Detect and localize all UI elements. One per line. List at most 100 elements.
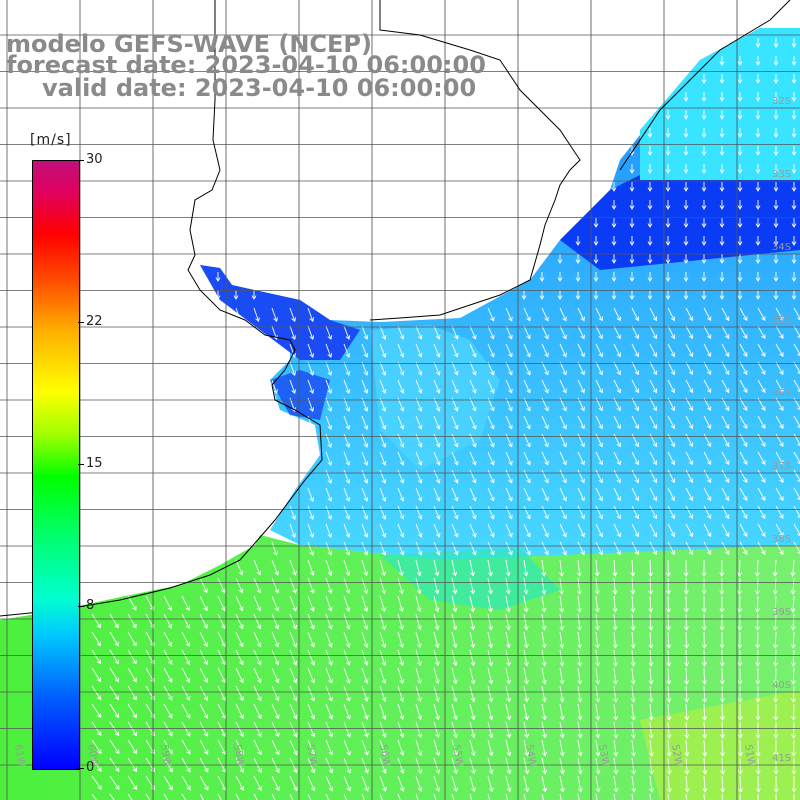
wind-arrow-head [541,625,547,631]
wind-arrow [325,703,333,720]
wind-arrow [109,703,119,718]
wind-arrow-head [737,572,742,577]
wind-arrow-head [435,733,440,739]
wind-arrow-head [595,715,601,721]
wind-arrow-head [737,97,743,102]
wind-arrow-head [559,661,565,667]
wind-arrow-head [399,334,405,340]
wind-arrow [577,415,585,429]
wind-arrow-head [706,442,712,448]
wind-arrow-head [327,571,333,576]
wind-arrow-head [652,532,658,538]
wind-arrow-head [613,751,619,757]
wind-arrow [505,523,513,537]
wind-arrow [505,433,513,447]
wind-arrow [739,505,748,519]
wind-arrow [577,793,580,800]
wind-arrow [577,541,585,555]
wind-arrow-head [472,514,477,520]
wind-arrow [253,667,262,683]
wind-arrow-head [114,677,119,683]
wind-arrow [541,649,546,666]
wind-arrow [613,649,617,666]
wind-arrow [235,595,243,611]
wind-arrow-head [453,514,459,520]
wind-arrow [217,649,226,665]
wind-arrow [379,793,383,800]
wind-arrow-head [470,643,476,649]
wind-arrow-head [345,643,351,648]
wind-arrow [739,487,748,501]
wind-arrow-head [575,277,581,282]
wind-arrow [487,721,493,738]
colorbar-tick-mark [78,160,84,161]
wind-arrow-head [791,788,797,793]
wind-arrow [433,703,439,720]
wind-arrow [667,469,675,483]
wind-arrow-head [706,352,712,358]
wind-arrow [181,631,190,647]
wind-arrow [343,541,350,556]
wind-arrow-head [611,259,617,264]
wind-arrow-head [345,589,351,595]
wind-arrow [433,685,439,702]
forecast-date: forecast date: 2023-04-10 06:00:00 [6,51,486,79]
wind-arrow-head [755,716,761,721]
wind-arrow-head [755,644,761,649]
wind-arrow [343,685,350,702]
lon-labels: 61W 60W 59W 58W 57W 56W 55W 54W 53W 52W 51W [12,744,757,768]
wind-arrow-head [629,169,635,174]
wind-arrow [181,667,190,683]
wind-arrow [505,559,510,576]
wind-arrow-head [221,624,226,630]
wind-arrow-head [399,661,405,667]
wind-arrow [757,307,766,321]
wind-arrow-head [381,370,387,376]
wind-arrow [289,577,297,594]
wind-arrow [577,757,582,774]
wind-arrow [235,739,244,755]
lat-label: 39S [772,607,791,618]
wind-arrow-head [399,589,404,595]
wind-arrow-head [613,787,619,793]
wind-arrow-head [435,751,441,757]
wind-arrow-head [754,590,760,595]
wind-arrow-head [490,334,495,340]
wind-arrow-head [580,514,585,520]
wind-arrow-head [773,43,779,48]
wind-arrow-head [381,406,387,412]
wind-arrow-head [562,532,567,538]
wind-arrow-head [773,644,778,649]
wind-arrow-head [701,295,707,300]
wind-arrow-head [542,751,547,757]
wind-arrow [649,343,657,357]
wind-arrow-head [761,514,766,519]
wind-arrow [325,649,333,666]
wind-arrow [109,613,119,629]
wind-arrow-head [688,460,694,466]
wind-arrow [667,631,670,649]
wind-arrow-head [434,643,440,649]
wind-arrow-head [779,334,784,339]
wind-arrow [397,667,404,684]
wind-arrow-head [634,478,640,484]
wind-arrow-head [132,677,137,683]
wind-arrow-head [755,151,761,156]
wind-arrow-head [616,496,621,502]
wind-arrow [217,739,226,755]
wind-arrow [487,343,495,357]
wind-arrow-head [310,732,316,738]
wind-arrow [739,433,748,447]
wind-arrow [721,505,730,519]
wind-arrow [649,775,653,792]
wind-arrow-head [562,424,567,430]
wind-arrow [523,613,528,630]
wind-arrow [451,451,458,466]
wind-arrow-head [186,714,191,719]
wind-arrow-head [755,770,761,775]
wind-arrow-head [221,750,227,755]
wind-arrow [343,703,351,720]
wind-arrow-head [327,497,333,502]
wind-arrow [721,433,730,447]
wind-arrow [307,775,315,791]
